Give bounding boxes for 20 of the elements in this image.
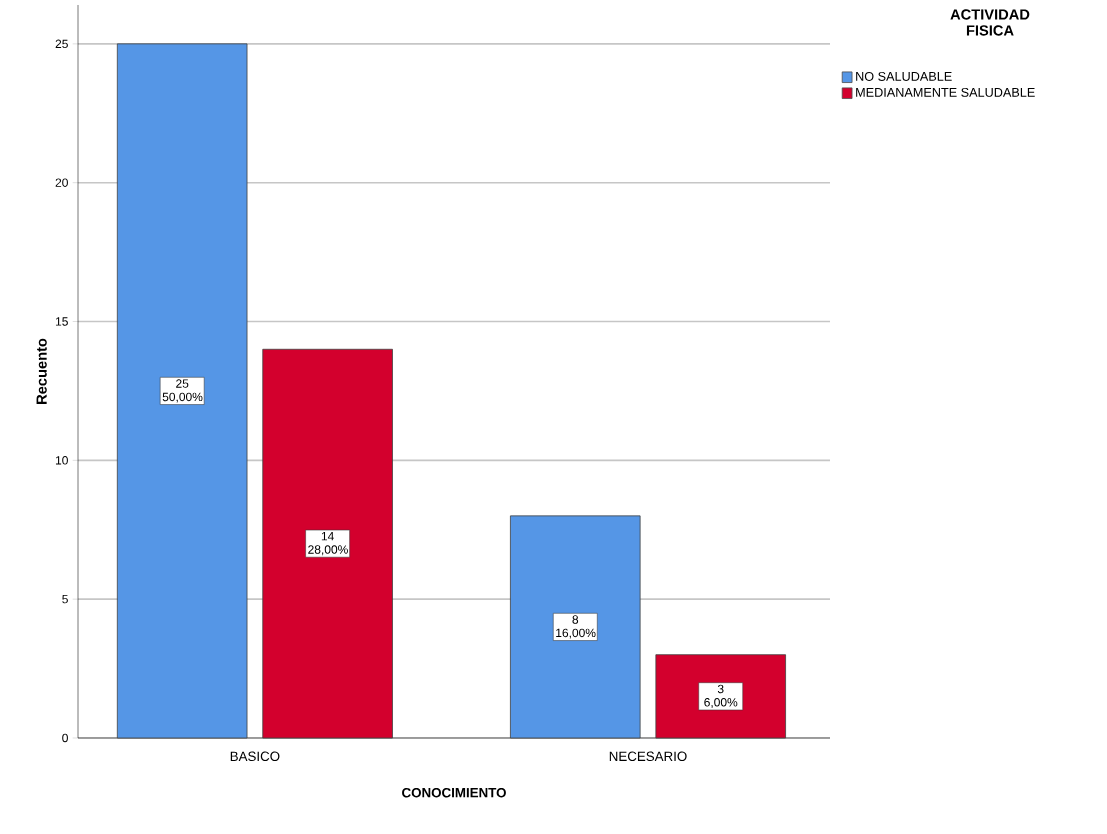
y-tick-label: 15 [55,317,68,326]
y-tick-label: 20 [55,178,68,187]
x-axis-title: CONOCIMIENTO [402,787,506,798]
y-tick-label: 25 [55,39,68,49]
bar [510,515,641,739]
legend-label: MEDIANAMENTE SALUDABLE [856,87,1035,97]
data-label: 25 50,00% [162,379,203,403]
y-tick-label: 5 [62,594,68,604]
legend-label: NO SALUDABLE [856,71,952,81]
y-tick-label: 10 [55,456,68,465]
data-label: 3 6,00% [704,684,738,708]
x-tick-label: BASICO [230,751,280,762]
bar [116,43,248,739]
bar [262,348,393,739]
data-label: 14 28,00% [308,532,348,556]
data-label: 8 16,00% [556,615,596,639]
legend-title: ACTIVIDAD FISICA [950,9,1030,36]
y-axis-title: Recuento [36,338,47,404]
x-tick-label: NECESARIO [609,751,687,762]
y-tick-label: 0 [62,733,68,743]
